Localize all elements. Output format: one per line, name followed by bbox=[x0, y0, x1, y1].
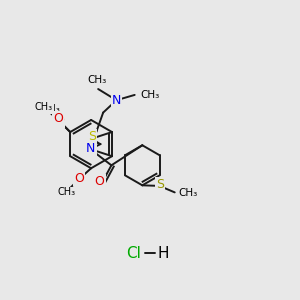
Text: O: O bbox=[95, 175, 105, 188]
Text: O: O bbox=[53, 112, 63, 125]
Text: N: N bbox=[112, 94, 121, 107]
Text: O: O bbox=[74, 172, 84, 185]
Text: CH₃: CH₃ bbox=[35, 102, 53, 112]
Text: CH₃: CH₃ bbox=[140, 90, 159, 100]
Text: CH₃: CH₃ bbox=[178, 188, 197, 198]
Text: CH₃: CH₃ bbox=[57, 187, 75, 197]
Text: CH₃: CH₃ bbox=[87, 76, 106, 85]
Text: O: O bbox=[54, 114, 64, 127]
Text: H: H bbox=[158, 246, 169, 261]
Text: CH₃: CH₃ bbox=[36, 102, 55, 112]
Text: N: N bbox=[87, 144, 96, 157]
Text: N: N bbox=[85, 142, 95, 155]
Text: H₃: H₃ bbox=[48, 104, 60, 114]
Text: S: S bbox=[156, 178, 164, 191]
Text: Cl: Cl bbox=[126, 246, 141, 261]
Text: S: S bbox=[88, 130, 96, 143]
